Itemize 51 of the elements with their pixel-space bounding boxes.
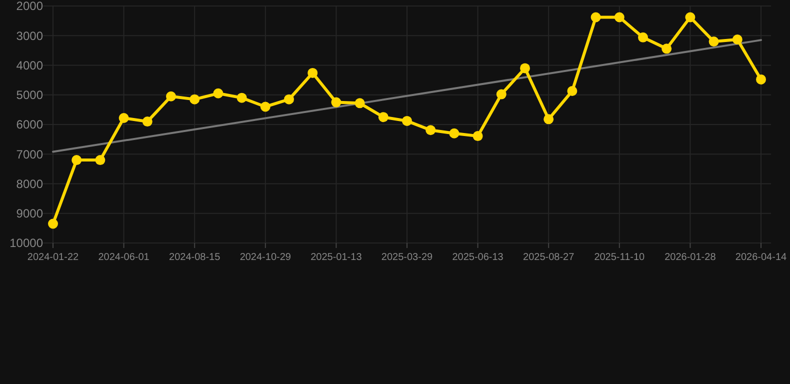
point [708,36,719,47]
point [118,112,129,123]
point [95,155,106,166]
point [590,12,601,22]
point [166,91,176,102]
point [72,155,82,166]
x-tick-label: 2024-08-15 [169,252,221,263]
point [520,63,530,74]
point [662,44,672,54]
x-tick-label: 2025-01-13 [310,252,362,263]
point [260,102,270,112]
point [614,12,624,22]
point [48,218,58,229]
y-tick-label: 10000 [10,236,44,250]
point [331,97,342,108]
point [472,131,483,142]
point [142,116,152,127]
point [308,68,318,78]
point [284,94,294,104]
x-tick-label: 2026-04-14 [735,252,788,263]
y-tick-label: 4000 [16,58,44,72]
x-tick-label: 2026-01-28 [664,252,716,263]
point [402,116,412,126]
point [213,88,224,98]
y-tick-label: 8000 [16,176,44,191]
y-tick-label: 9000 [16,206,44,221]
point [236,92,247,103]
y-tick-label: 5000 [16,88,44,102]
y-tick-label: 2000 [16,0,44,14]
y-tick-label: 6000 [16,118,44,132]
point [685,12,696,22]
x-tick-label: 2024-10-29 [240,252,292,263]
point [496,89,506,100]
x-tick-label: 2025-06-13 [452,252,504,263]
point [354,98,365,108]
x-tick-label: 2024-06-01 [98,252,150,263]
x-tick-label: 2024-01-22 [27,252,80,263]
point [426,125,436,136]
point [190,94,200,104]
point [449,128,460,138]
y-tick-label: 3000 [16,28,44,43]
point [544,114,554,124]
y-tick-label: 7000 [16,147,44,162]
point [567,86,578,96]
point [378,112,388,122]
point [756,74,766,84]
x-tick-label: 2025-08-27 [523,252,575,263]
x-tick-label: 2025-03-29 [381,252,434,263]
x-tick-label: 2025-11-10 [594,252,646,263]
point [638,32,648,42]
point [732,34,742,44]
